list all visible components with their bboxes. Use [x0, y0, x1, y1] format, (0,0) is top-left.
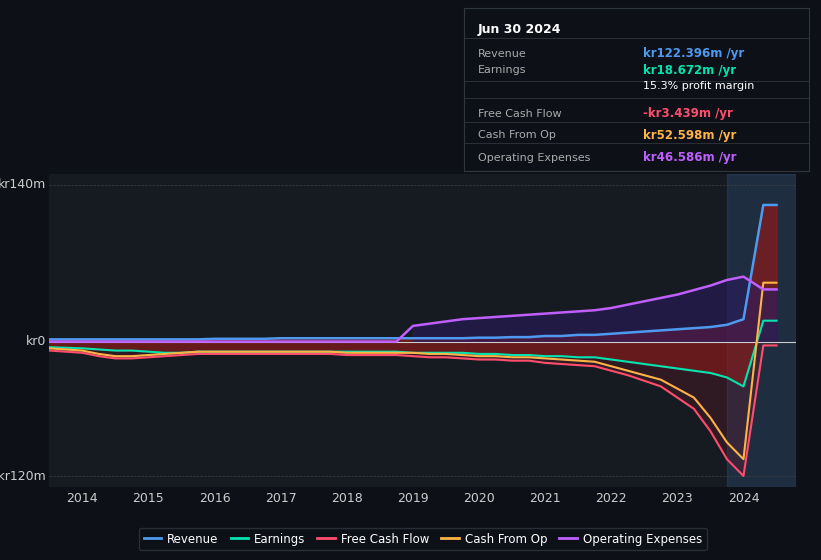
Legend: Revenue, Earnings, Free Cash Flow, Cash From Op, Operating Expenses: Revenue, Earnings, Free Cash Flow, Cash …	[139, 528, 707, 550]
Text: -kr120m: -kr120m	[0, 469, 46, 483]
Text: kr140m: kr140m	[0, 178, 46, 192]
Text: kr18.672m /yr: kr18.672m /yr	[643, 64, 736, 77]
Text: Earnings: Earnings	[478, 65, 526, 75]
Text: Operating Expenses: Operating Expenses	[478, 153, 590, 163]
Text: Free Cash Flow: Free Cash Flow	[478, 109, 562, 119]
Text: Revenue: Revenue	[478, 49, 526, 59]
Text: kr0: kr0	[25, 335, 46, 348]
Text: -kr3.439m /yr: -kr3.439m /yr	[643, 108, 733, 120]
Text: kr46.586m /yr: kr46.586m /yr	[643, 151, 736, 164]
Text: Cash From Op: Cash From Op	[478, 130, 556, 140]
Bar	[727, 174, 796, 487]
Text: Jun 30 2024: Jun 30 2024	[478, 23, 562, 36]
Text: kr122.396m /yr: kr122.396m /yr	[643, 48, 745, 60]
Text: 15.3% profit margin: 15.3% profit margin	[643, 81, 754, 91]
Text: kr52.598m /yr: kr52.598m /yr	[643, 129, 736, 142]
